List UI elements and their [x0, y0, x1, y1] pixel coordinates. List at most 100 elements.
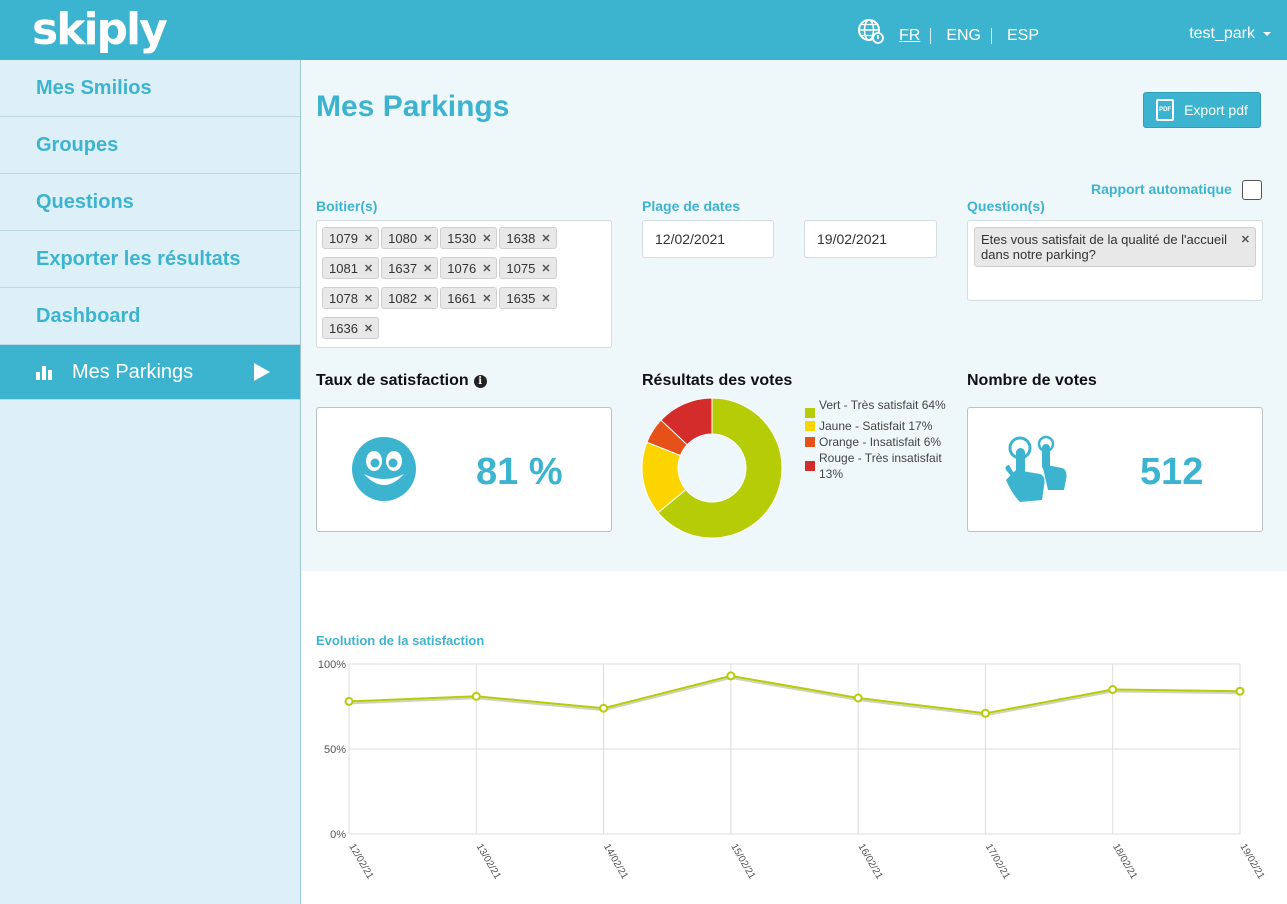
votes-title: Résultats des votes	[642, 372, 793, 389]
legend-item-jaune: Jaune - Satisfait 17%	[805, 418, 955, 434]
sidebar-item-dashboard[interactable]: Dashboard	[0, 288, 300, 345]
bar-chart-icon	[36, 364, 52, 380]
data-point[interactable]	[980, 708, 990, 718]
question-tag: Etes vous satisfait de la qualité de l'a…	[974, 227, 1256, 267]
data-point[interactable]	[344, 696, 354, 706]
lang-esp[interactable]: ESP	[1007, 27, 1040, 44]
nombre-votes-title: Nombre de votes	[967, 372, 1097, 389]
divider	[930, 28, 932, 44]
remove-icon[interactable]: ✕	[541, 292, 551, 305]
boitiers-select[interactable]: 1079 ✕ 1080 ✕ 1530 ✕ 1638 ✕ 1081 ✕ 1637 ✕ 1076 ✕ 1075 ✕…	[316, 220, 612, 348]
legend-label: Vert - Très satisfait 64%	[819, 398, 946, 412]
lang-eng[interactable]: ENG	[946, 27, 981, 44]
x-tick-label: 13/02/21	[474, 842, 503, 882]
legend-swatch	[805, 437, 815, 447]
divider	[991, 28, 992, 44]
legend-item-rouge: Rouge - Très insatisfait 13%	[805, 450, 955, 482]
remove-icon[interactable]: ✕	[363, 322, 374, 335]
remove-icon[interactable]: ✕	[423, 232, 433, 245]
x-tick-label: 19/02/21	[1237, 842, 1266, 882]
remove-icon[interactable]: ✕	[363, 262, 374, 275]
boitier-tag-label: 1636	[329, 320, 358, 336]
sidebar-item-mes-smilios[interactable]: Mes Smilios	[0, 60, 300, 117]
dates-label: Plage de dates	[642, 198, 741, 214]
boitier-tag: 1079 ✕	[322, 227, 380, 249]
play-arrow-icon	[254, 363, 270, 381]
remove-icon[interactable]: ✕	[541, 232, 551, 245]
boitier-tag-label: 1076	[447, 260, 477, 276]
legend-item-vert: Vert - Très satisfait 64%	[805, 397, 955, 418]
info-icon[interactable]: i	[473, 374, 487, 388]
sidebar-item-label: Exporter les résultats	[36, 247, 241, 270]
date-end-input[interactable]: 19/02/2021	[804, 220, 937, 258]
remove-icon[interactable]: ✕	[423, 262, 433, 275]
sidebar-item-label: Mes Parkings	[72, 360, 194, 383]
boitier-tag: 1082 ✕	[381, 287, 439, 309]
satisfaction-card: 81 %	[316, 407, 612, 532]
language-switcher: FR ENG ESP	[899, 27, 1039, 45]
remove-icon[interactable]: ✕	[482, 232, 492, 245]
legend-item-orange: Orange - Insatisfait 6%	[805, 434, 955, 450]
data-point[interactable]	[1235, 686, 1245, 696]
boitier-tag: 1075 ✕	[499, 257, 557, 279]
data-point[interactable]	[1108, 685, 1118, 694]
boitier-tag: 1661 ✕	[440, 287, 498, 309]
donut-slice	[657, 397, 783, 539]
top-bar: skiply FR ENG ESP test_park	[0, 0, 1287, 60]
remove-icon[interactable]: ✕	[363, 232, 374, 245]
data-point[interactable]	[471, 691, 481, 701]
sidebar-item-groupes[interactable]: Groupes	[0, 117, 300, 174]
votes-legend: Vert - Très satisfait 64% Jaune - Satisf…	[805, 397, 955, 482]
boitier-tag-label: 1082	[388, 290, 418, 306]
lang-fr[interactable]: FR	[899, 27, 921, 44]
donut-slice	[660, 397, 713, 446]
boitier-tag: 1081 ✕	[322, 257, 380, 279]
remove-icon[interactable]: ✕	[423, 292, 433, 305]
boitier-tag-label: 1635	[506, 290, 536, 306]
user-name: test_park	[1189, 25, 1255, 42]
x-tick-label: 14/02/21	[601, 842, 630, 882]
boitier-tag-label: 1081	[329, 260, 358, 276]
legend-label: Rouge - Très insatisfait 13%	[819, 451, 942, 481]
questions-select[interactable]: Etes vous satisfait de la qualité de l'a…	[967, 220, 1263, 301]
export-pdf-button[interactable]: PDF Export pdf	[1143, 92, 1261, 128]
x-tick-label: 17/02/21	[983, 842, 1012, 882]
sidebar-item-questions[interactable]: Questions	[0, 174, 300, 231]
data-point[interactable]	[726, 671, 736, 681]
data-point[interactable]	[599, 703, 609, 713]
question-text: Etes vous satisfait de la qualité de l'a…	[981, 232, 1228, 262]
nombre-votes-value: 512	[1140, 451, 1204, 493]
sidebar-item-label: Mes Smilios	[36, 76, 152, 99]
rapport-automatique-checkbox[interactable]	[1242, 180, 1262, 200]
globe-icon[interactable]	[856, 18, 886, 46]
pdf-icon: PDF	[1156, 99, 1175, 121]
y-tick-label: 50%	[324, 744, 346, 756]
sidebar-item-exporter[interactable]: Exporter les résultats	[0, 231, 300, 288]
remove-icon[interactable]: ✕	[363, 292, 374, 305]
remove-icon[interactable]: ✕	[541, 262, 551, 275]
page-title: Mes Parkings	[316, 90, 510, 123]
x-tick-label: 16/02/21	[856, 842, 885, 882]
data-point[interactable]	[853, 693, 863, 703]
export-pdf-label: Export pdf	[1184, 102, 1248, 118]
boitier-tag: 1637 ✕	[381, 257, 439, 279]
sidebar-item-label: Questions	[36, 190, 134, 213]
boitier-tag: 1530 ✕	[440, 227, 498, 249]
boitier-tag-label: 1661	[447, 290, 477, 306]
series-line-shadow	[348, 676, 1241, 717]
boitier-tag-label: 1080	[388, 230, 418, 246]
boitier-tag-label: 1530	[447, 230, 477, 246]
sidebar-item-mes-parkings[interactable]: Mes Parkings	[0, 345, 300, 400]
smiley-icon	[352, 437, 416, 501]
boitier-tag-label: 1079	[329, 230, 358, 246]
user-menu[interactable]: test_park	[1189, 25, 1271, 43]
remove-icon[interactable]: ✕	[482, 292, 492, 305]
questions-label: Question(s)	[967, 198, 1045, 214]
remove-icon[interactable]: ✕	[482, 262, 492, 275]
logo[interactable]: skiply	[32, 4, 168, 55]
date-start-input[interactable]: 12/02/2021	[642, 220, 774, 258]
touch-hand-icon	[1005, 435, 1067, 502]
legend-swatch	[805, 408, 815, 418]
boitiers-label: Boitier(s)	[316, 198, 378, 214]
remove-icon[interactable]: ✕	[1240, 234, 1250, 246]
